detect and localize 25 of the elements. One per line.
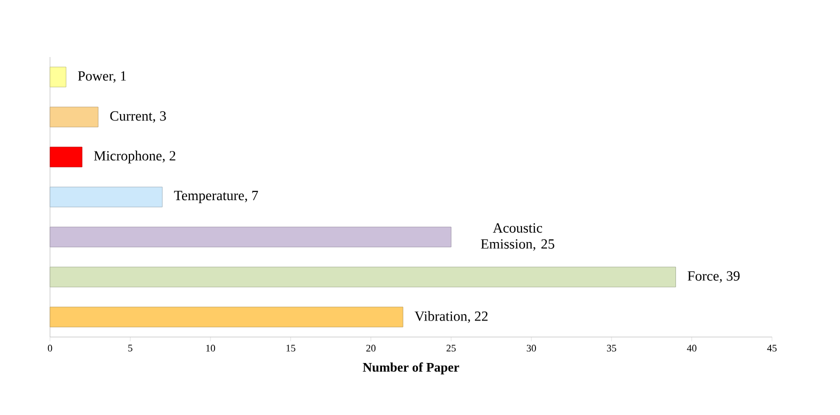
- x-tick-label: 20: [366, 344, 376, 352]
- bar: [50, 146, 82, 168]
- data-label: Temperature, 7: [174, 190, 258, 204]
- bar: [50, 106, 98, 128]
- x-tick-label: 0: [48, 344, 52, 352]
- x-tick-label: 25: [446, 344, 456, 352]
- data-label: Force, 39: [688, 271, 740, 283]
- x-tick-label: 30: [526, 344, 536, 352]
- data-label: Acoustic Emission, 25: [480, 223, 554, 251]
- x-tick-label: 35: [607, 344, 616, 352]
- bar: [50, 186, 163, 208]
- x-tick-label: 45: [767, 344, 777, 352]
- bar: [50, 226, 452, 248]
- bar: [50, 266, 676, 288]
- x-tick-label: 15: [286, 344, 296, 352]
- bar: [50, 306, 404, 328]
- data-label: Vibration, 22: [414, 311, 488, 323]
- data-label: Current, 3: [110, 111, 166, 123]
- x-tick-label: 10: [206, 344, 216, 352]
- x-axis-title: Number of Paper: [362, 362, 460, 374]
- data-label: Power, 1: [78, 71, 126, 83]
- x-tick-label: 5: [128, 344, 132, 352]
- data-label: Microphone, 2: [94, 150, 176, 164]
- bar: [50, 66, 66, 88]
- x-tick-label: 40: [686, 344, 696, 352]
